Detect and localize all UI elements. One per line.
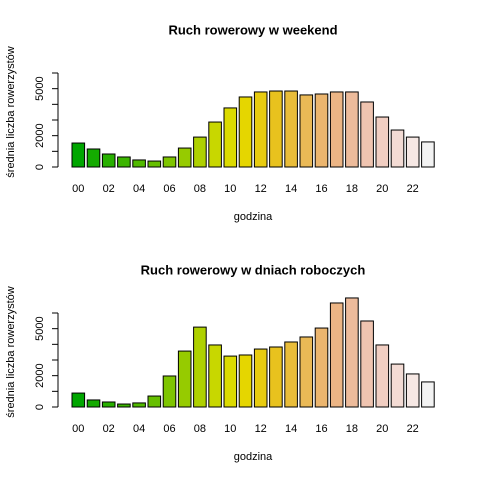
x-tick-label: 00: [72, 183, 84, 195]
x-tick-label: 22: [407, 183, 419, 195]
y-tick-label: 2000: [34, 123, 46, 147]
x-tick-label: 16: [315, 423, 327, 435]
bar: [329, 302, 344, 408]
x-tick-label: 00: [72, 423, 84, 435]
bar: [314, 93, 329, 168]
bar: [329, 91, 344, 168]
x-tick-label: 20: [376, 423, 388, 435]
x-tick-label: 04: [133, 423, 145, 435]
bar: [299, 94, 314, 168]
x-tick-label: 16: [315, 183, 327, 195]
x-tick-label: 14: [285, 423, 297, 435]
x-axis-label: godzina: [234, 211, 273, 223]
bar: [101, 401, 116, 408]
x-tick-label: 02: [103, 423, 115, 435]
bar: [223, 107, 238, 168]
bar: [299, 336, 314, 408]
x-tick-label: 06: [163, 183, 175, 195]
bar: [253, 91, 268, 168]
bar: [238, 354, 253, 408]
bar: [147, 160, 162, 168]
bar: [375, 344, 390, 408]
bar: [208, 121, 222, 168]
y-tick-label: 5000: [34, 316, 46, 340]
x-tick-label: 10: [224, 423, 236, 435]
bar: [345, 91, 359, 168]
x-tick-label: 08: [194, 183, 206, 195]
chart-title: Ruch rowerowy w weekend: [168, 22, 337, 37]
bar: [390, 129, 405, 168]
bar: [132, 159, 146, 168]
bar: [71, 392, 86, 408]
x-axis-label: godzina: [234, 451, 273, 463]
bar: [162, 156, 177, 168]
bar: [177, 350, 192, 408]
bar: [86, 399, 101, 408]
bar: [253, 348, 268, 408]
bar: [101, 153, 116, 168]
y-tick-label: 5000: [34, 76, 46, 100]
x-tick-label: 20: [376, 183, 388, 195]
bar: [360, 101, 374, 168]
x-tick-label: 22: [407, 423, 419, 435]
bar: [223, 355, 238, 408]
y-tick-label: 0: [34, 164, 46, 170]
bar: [147, 395, 162, 408]
y-axis-label: średnia liczba rowerzystów: [5, 286, 17, 417]
x-tick-label: 14: [285, 183, 297, 195]
chart-title: Ruch rowerowy w dniach roboczych: [141, 262, 366, 277]
x-tick-label: 04: [133, 183, 145, 195]
bar: [314, 327, 329, 408]
bar: [375, 116, 390, 168]
bar: [345, 297, 359, 408]
y-tick-label: 2000: [34, 363, 46, 387]
bar: [193, 326, 207, 408]
x-tick-label: 08: [194, 423, 206, 435]
bar: [360, 320, 374, 408]
bar: [71, 142, 86, 168]
bar: [193, 136, 207, 168]
x-tick-label: 02: [103, 183, 115, 195]
bar: [208, 344, 222, 408]
bar: [284, 90, 298, 168]
x-tick-label: 10: [224, 183, 236, 195]
x-tick-label: 18: [346, 183, 358, 195]
bar: [405, 136, 420, 168]
bar: [284, 341, 298, 408]
bar: [132, 402, 146, 408]
x-tick-label: 12: [255, 423, 267, 435]
bar: [269, 346, 283, 408]
bar: [162, 375, 177, 408]
bar: [117, 403, 131, 408]
x-tick-label: 06: [163, 423, 175, 435]
bar: [269, 90, 283, 168]
x-tick-label: 12: [255, 183, 267, 195]
x-tick-label: 18: [346, 423, 358, 435]
y-axis-label: średnia liczba rowerzystów: [5, 46, 17, 177]
bar: [86, 148, 101, 168]
bar: [390, 363, 405, 408]
bar: [177, 147, 192, 168]
bar: [117, 156, 131, 168]
bar: [421, 381, 435, 408]
y-tick-label: 0: [34, 404, 46, 410]
bar: [405, 373, 420, 408]
bar: [238, 96, 253, 168]
bar: [421, 141, 435, 168]
